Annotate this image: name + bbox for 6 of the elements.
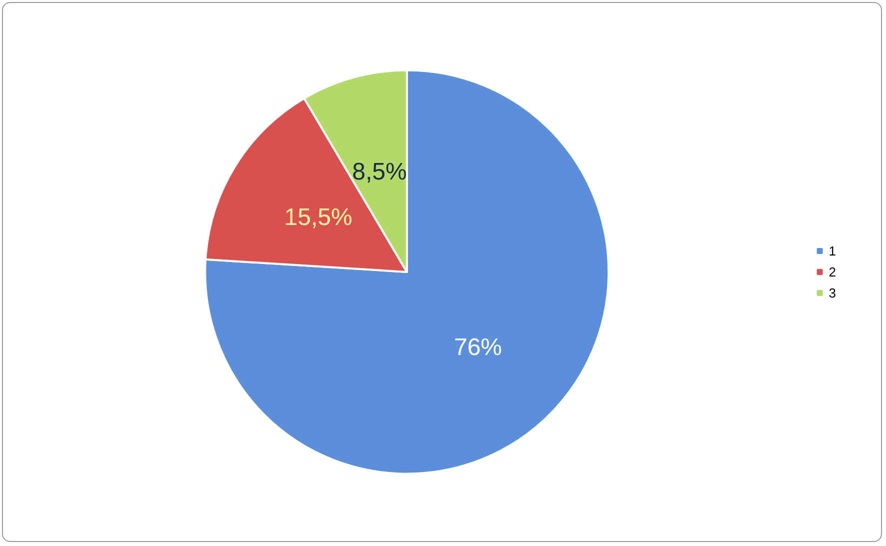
data-label: 15,5%: [284, 204, 352, 232]
legend-label: 3: [828, 286, 836, 300]
legend-label: 2: [828, 264, 836, 280]
data-label: 76%: [454, 334, 502, 362]
legend-label: 1: [828, 244, 836, 258]
data-label: 8,5%: [352, 158, 407, 186]
